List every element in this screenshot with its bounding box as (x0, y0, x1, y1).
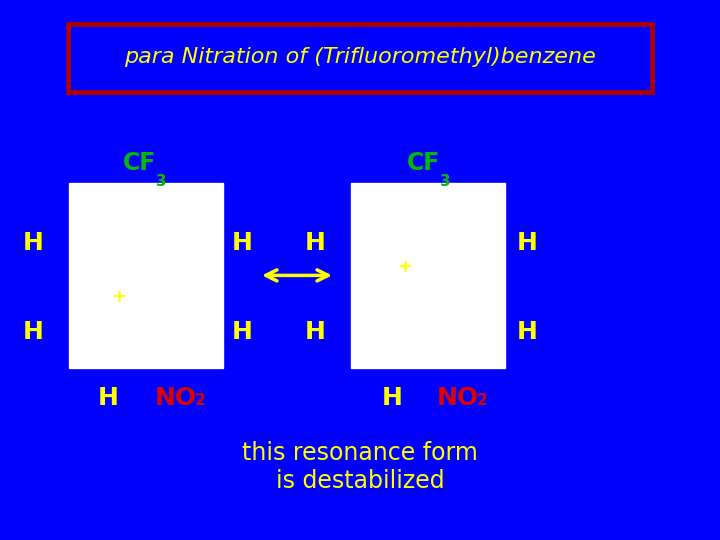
Text: 3: 3 (156, 174, 166, 189)
Text: +: + (397, 258, 412, 276)
Text: 3: 3 (440, 174, 451, 189)
FancyBboxPatch shape (351, 183, 505, 368)
Text: H: H (232, 320, 253, 344)
Text: para Nitration of (Trifluoromethyl)benzene: para Nitration of (Trifluoromethyl)benze… (124, 46, 596, 67)
Text: +: + (112, 288, 126, 306)
Text: H: H (517, 231, 538, 255)
Text: H: H (382, 386, 402, 410)
Text: this resonance form
is destabilized: this resonance form is destabilized (242, 441, 478, 493)
FancyBboxPatch shape (68, 24, 652, 92)
Text: 2: 2 (194, 393, 205, 408)
FancyBboxPatch shape (69, 183, 223, 368)
Text: 2: 2 (477, 393, 487, 408)
Text: H: H (22, 231, 43, 255)
Text: H: H (305, 231, 325, 255)
Text: CF: CF (122, 152, 156, 176)
Text: NO: NO (437, 386, 480, 410)
Text: H: H (517, 320, 538, 344)
Text: NO: NO (155, 386, 197, 410)
Text: H: H (22, 320, 43, 344)
Text: H: H (98, 386, 118, 410)
Text: H: H (305, 320, 325, 344)
Text: CF: CF (407, 152, 440, 176)
Text: H: H (232, 231, 253, 255)
